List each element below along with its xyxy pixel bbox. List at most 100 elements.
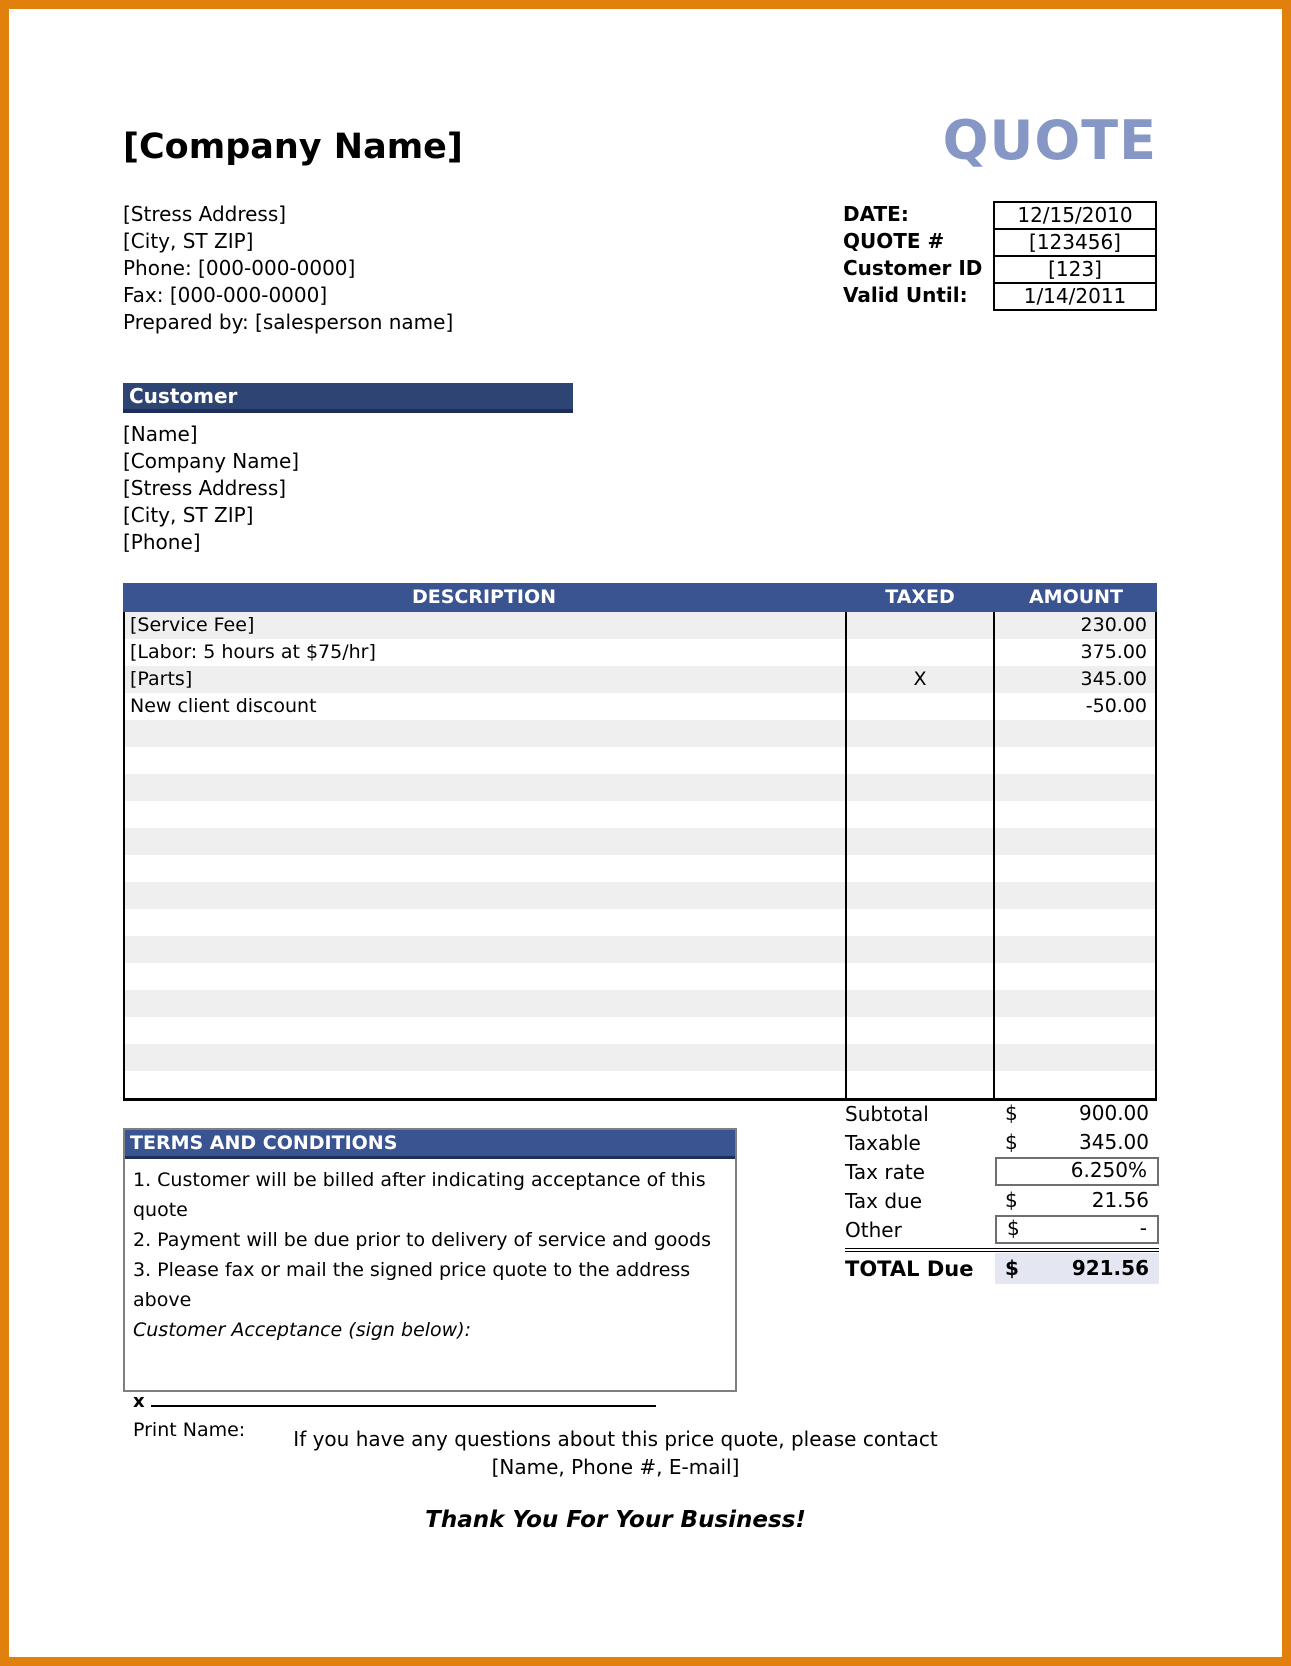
quote-info-value-box[interactable]: 12/15/2010 — [993, 201, 1157, 230]
currency-symbol: $ — [1005, 1188, 1018, 1212]
totals-summary: Subtotal $900.00 Taxable $345.00 Tax rate 6.2… — [845, 1099, 1159, 1285]
currency-symbol: $ — [1007, 1216, 1020, 1240]
currency-symbol: $ — [1005, 1130, 1018, 1154]
cell-description: New client discount — [130, 695, 317, 717]
customer-detail-line: [Name] — [123, 422, 198, 446]
table-row — [125, 855, 1155, 882]
company-address-line: Prepared by: [salesperson name] — [123, 310, 454, 334]
table-row — [125, 936, 1155, 963]
company-address-line: [Stress Address] — [123, 202, 287, 226]
cell-taxed — [845, 747, 995, 774]
quote-info-label: DATE: — [843, 202, 909, 226]
cell-amount: 375.00 — [1080, 641, 1147, 663]
quote-info-value-box[interactable]: [123456] — [993, 228, 1157, 257]
table-row — [125, 747, 1155, 774]
items-table: DESCRIPTION TAXED AMOUNT [Service Fee] 23… — [123, 583, 1157, 1101]
cell-description — [125, 855, 845, 882]
quote-info-row: QUOTE # [123456] — [843, 228, 1159, 257]
quote-info-row: Valid Until: 1/14/2011 — [843, 282, 1159, 311]
terms-section-header: TERMS AND CONDITIONS — [125, 1130, 735, 1159]
table-row — [125, 1017, 1155, 1044]
cell-description — [125, 1044, 845, 1071]
customer-details-block: [Name] [Company Name] [Stress Address] [Cit… — [123, 421, 299, 556]
cell-amount — [995, 801, 1155, 828]
cell-taxed — [845, 774, 995, 801]
customer-detail-line: [Stress Address] — [123, 476, 287, 500]
table-row — [125, 990, 1155, 1017]
cell-taxed — [845, 720, 995, 747]
table-row: New client discount -50.00 — [125, 693, 1155, 720]
table-row — [125, 882, 1155, 909]
summary-label: Subtotal — [845, 1101, 929, 1126]
table-row — [125, 909, 1155, 936]
items-table-body: [Service Fee] 230.00 [Labor: 5 hours at $7… — [123, 612, 1157, 1101]
table-row — [125, 963, 1155, 990]
summary-row: Tax due $21.56 — [845, 1186, 1159, 1215]
total-due-value: $ 921.56 — [995, 1253, 1159, 1284]
cell-amount — [995, 1071, 1155, 1098]
cell-description: [Parts] — [130, 668, 193, 690]
quote-info-value-box[interactable]: 1/14/2011 — [993, 282, 1157, 311]
cell-description — [125, 936, 845, 963]
cell-amount — [995, 936, 1155, 963]
cell-amount — [995, 1017, 1155, 1044]
summary-value-box[interactable]: 6.250% — [995, 1157, 1159, 1186]
summary-value-box[interactable]: $ - — [995, 1215, 1159, 1244]
footer-contact-block: If you have any questions about this pri… — [123, 1425, 1108, 1481]
cell-amount — [995, 774, 1155, 801]
cell-amount — [995, 990, 1155, 1017]
summary-row: Tax rate 6.250% — [845, 1157, 1159, 1186]
signature-x-marker: x — [133, 1391, 145, 1412]
table-row — [125, 1071, 1155, 1098]
cell-description — [125, 747, 845, 774]
cell-description: [Labor: 5 hours at $75/hr] — [130, 641, 376, 663]
terms-and-conditions-box: TERMS AND CONDITIONS 1. Customer will be… — [123, 1128, 737, 1441]
cell-amount — [995, 1044, 1155, 1071]
company-address-block: [Stress Address] [City, ST ZIP] Phone: [00… — [123, 201, 453, 336]
table-row — [125, 828, 1155, 855]
summary-row: Taxable $345.00 — [845, 1128, 1159, 1157]
cell-amount — [995, 963, 1155, 990]
table-row — [125, 720, 1155, 747]
cell-description — [125, 1017, 845, 1044]
cell-description — [125, 1071, 845, 1098]
quote-info-label: Valid Until: — [843, 283, 968, 307]
cell-taxed — [845, 936, 995, 963]
cell-taxed — [845, 882, 995, 909]
summary-amount: 345.00 — [1079, 1130, 1149, 1154]
total-amount: 921.56 — [1071, 1256, 1149, 1280]
table-row — [125, 774, 1155, 801]
summary-amount: 21.56 — [1091, 1188, 1149, 1212]
company-address-line: Phone: [000-000-0000] — [123, 256, 356, 280]
summary-row: Subtotal $900.00 — [845, 1099, 1159, 1128]
currency-symbol: $ — [1005, 1101, 1018, 1125]
quote-info-row: DATE: 12/15/2010 — [843, 201, 1159, 230]
column-header-taxed: TAXED — [885, 586, 955, 608]
summary-rows: Subtotal $900.00 Taxable $345.00 Tax rate 6.2… — [845, 1099, 1159, 1244]
terms-content: 1. Customer will be billed after indicat… — [125, 1159, 735, 1445]
cell-taxed — [845, 612, 995, 639]
summary-value: $900.00 — [995, 1100, 1159, 1127]
cell-taxed — [845, 639, 995, 666]
document-title: QUOTE — [942, 109, 1157, 172]
cell-description — [125, 774, 845, 801]
summary-label: Tax due — [845, 1188, 923, 1213]
cell-amount — [995, 855, 1155, 882]
quote-info-value-box[interactable]: [123] — [993, 255, 1157, 284]
signature-line[interactable] — [150, 1387, 656, 1407]
cell-amount — [995, 720, 1155, 747]
print-name-label: Print Name: — [133, 1419, 246, 1441]
terms-item: 2. Payment will be due prior to delivery… — [133, 1229, 712, 1251]
cell-amount — [995, 909, 1155, 936]
cell-taxed — [845, 828, 995, 855]
terms-item: 1. Customer will be billed after indicat… — [133, 1169, 706, 1221]
terms-item: 3. Please fax or mail the signed price q… — [133, 1259, 691, 1311]
cell-taxed — [845, 1044, 995, 1071]
quote-info: DATE: 12/15/2010 QUOTE # [123456] Customer I… — [843, 201, 1159, 311]
summary-value: $21.56 — [995, 1187, 1159, 1214]
cell-taxed — [845, 963, 995, 990]
cell-amount: 230.00 — [1080, 614, 1147, 636]
cell-taxed — [845, 990, 995, 1017]
table-row: [Labor: 5 hours at $75/hr] 375.00 — [125, 639, 1155, 666]
summary-amount: 6.250% — [1070, 1158, 1147, 1182]
